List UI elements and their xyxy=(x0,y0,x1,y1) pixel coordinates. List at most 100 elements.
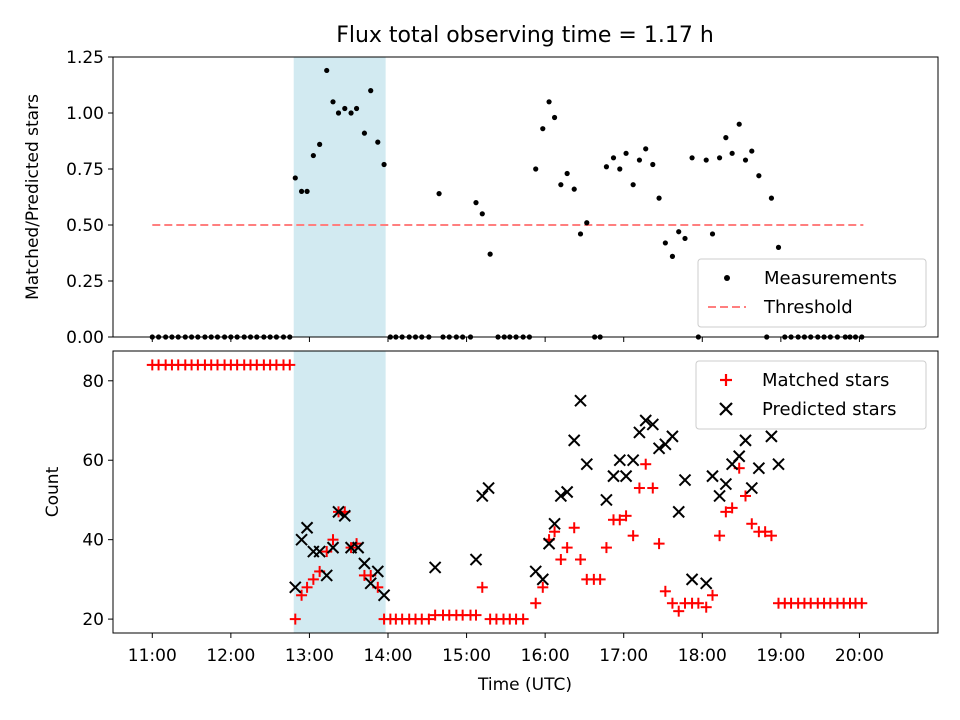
matched-star-marker xyxy=(720,506,732,518)
measurement-point xyxy=(716,155,723,161)
measurement-point xyxy=(630,182,636,188)
measurement-point xyxy=(353,105,360,112)
predicted-star-marker xyxy=(476,489,489,503)
measurement-point xyxy=(479,211,485,217)
measurement-point xyxy=(636,157,643,163)
matched-star-marker xyxy=(633,482,645,494)
x-tick-label: 18:00 xyxy=(678,646,727,666)
measurement-point xyxy=(656,195,662,201)
predicted-star-marker xyxy=(700,577,713,590)
bottom-highlight-span xyxy=(293,351,386,633)
matched-star-marker xyxy=(659,585,671,597)
matched-star-marker xyxy=(692,597,704,609)
predicted-star-marker xyxy=(320,569,333,582)
measurement-point xyxy=(723,135,729,141)
y-tick-label: 1.25 xyxy=(66,48,104,68)
matched-star-marker xyxy=(700,601,712,613)
measurement-point xyxy=(310,152,316,159)
bottom-legend-box xyxy=(695,360,927,430)
matched-star-marker xyxy=(568,522,580,534)
measurement-point xyxy=(330,99,336,105)
measurement-point xyxy=(348,110,354,116)
predicted-star-marker xyxy=(639,414,652,427)
predicted-star-marker xyxy=(469,553,483,566)
measurement-point xyxy=(558,182,564,188)
y-tick-label: 0.25 xyxy=(66,272,104,292)
predicted-star-marker xyxy=(536,573,549,586)
predicted-star-marker xyxy=(613,454,626,467)
measurement-point xyxy=(487,251,493,257)
matched-star-marker xyxy=(759,526,771,538)
measurement-point xyxy=(540,126,546,132)
matched-star-marker xyxy=(537,581,549,593)
matched-star-marker xyxy=(594,573,606,585)
predicted-star-marker xyxy=(600,493,613,507)
top-panel: 0.00 0.25 0.50 0.75 1.00 1.25 Matched/Predict… xyxy=(23,48,939,348)
measurement-point xyxy=(298,188,305,194)
predicted-star-marker xyxy=(326,541,340,554)
measurement-point xyxy=(368,88,374,94)
predicted-star-marker xyxy=(765,430,778,443)
y-tick-label: 0.50 xyxy=(66,216,104,236)
y-tick-label: 0.75 xyxy=(66,160,104,180)
matched-star-marker xyxy=(327,534,339,546)
matched-star-marker xyxy=(530,597,542,609)
matched-star-marker xyxy=(765,530,777,542)
x-tick-label: 15:00 xyxy=(442,646,491,666)
matched-star-marker xyxy=(284,359,296,371)
matched-star-marker xyxy=(714,530,726,542)
measurement-point xyxy=(317,141,323,147)
matched-star-marker xyxy=(614,514,626,526)
predicted-star-marker xyxy=(772,457,785,471)
bottom-y-ticks: 20 40 60 80 xyxy=(82,372,113,630)
x-tick-label: 13:00 xyxy=(285,646,334,666)
predicted-star-marker xyxy=(364,577,377,590)
matched-star-marker xyxy=(647,482,659,494)
measurement-point xyxy=(650,161,656,168)
x-tick-label: 12:00 xyxy=(206,646,255,666)
top-legend-box xyxy=(697,258,927,328)
matched-star-marker xyxy=(666,597,678,609)
measurement-point xyxy=(304,188,310,194)
measurement-point xyxy=(473,200,479,206)
measurement-point xyxy=(551,114,558,121)
predicted-star-marker xyxy=(554,489,568,503)
measurement-point xyxy=(736,121,742,127)
legend-label-measurements: Measurements xyxy=(764,268,897,289)
bottom-ylabel: Count xyxy=(43,466,63,517)
predicted-star-marker xyxy=(706,469,719,483)
measurement-point xyxy=(742,157,749,163)
predicted-star-marker xyxy=(358,557,371,570)
legend-marker-predicted xyxy=(719,402,733,416)
measurement-point xyxy=(546,99,552,105)
predicted-star-marker xyxy=(295,533,308,546)
measurement-point xyxy=(335,110,342,116)
legend-label-predicted: Predicted stars xyxy=(762,399,896,420)
matched-star-marker xyxy=(600,542,612,554)
measurement-point xyxy=(571,186,577,192)
matched-star-marker xyxy=(575,554,586,566)
y-tick-label: 1.00 xyxy=(66,104,104,124)
bottom-x-ticks: 11:00 12:00 13:00 14:00 15:00 16:00 17:00 18:00… xyxy=(128,633,884,666)
matched-star-marker xyxy=(289,613,301,625)
predicted-star-marker xyxy=(685,573,699,586)
measurement-point xyxy=(381,161,387,168)
bottom-plot-frame xyxy=(112,350,939,634)
predicted-star-marker xyxy=(482,481,495,495)
measurement-point xyxy=(564,170,570,177)
predicted-star-markers xyxy=(289,394,785,602)
predicted-star-marker xyxy=(574,394,587,407)
predicted-star-marker xyxy=(672,505,685,519)
y-tick-label: 60 xyxy=(82,451,104,471)
measurement-point xyxy=(623,150,629,156)
matched-star-marker xyxy=(653,538,665,550)
measurement-point xyxy=(703,157,709,163)
matched-star-marker xyxy=(627,530,639,542)
matched-star-marker xyxy=(620,510,632,522)
predicted-star-marker xyxy=(560,485,574,499)
matched-star-marker xyxy=(673,605,685,617)
top-x-ticks xyxy=(151,337,860,342)
measurement-point xyxy=(617,166,623,172)
predicted-star-marker xyxy=(338,509,351,523)
y-tick-label: 0.00 xyxy=(66,328,104,348)
